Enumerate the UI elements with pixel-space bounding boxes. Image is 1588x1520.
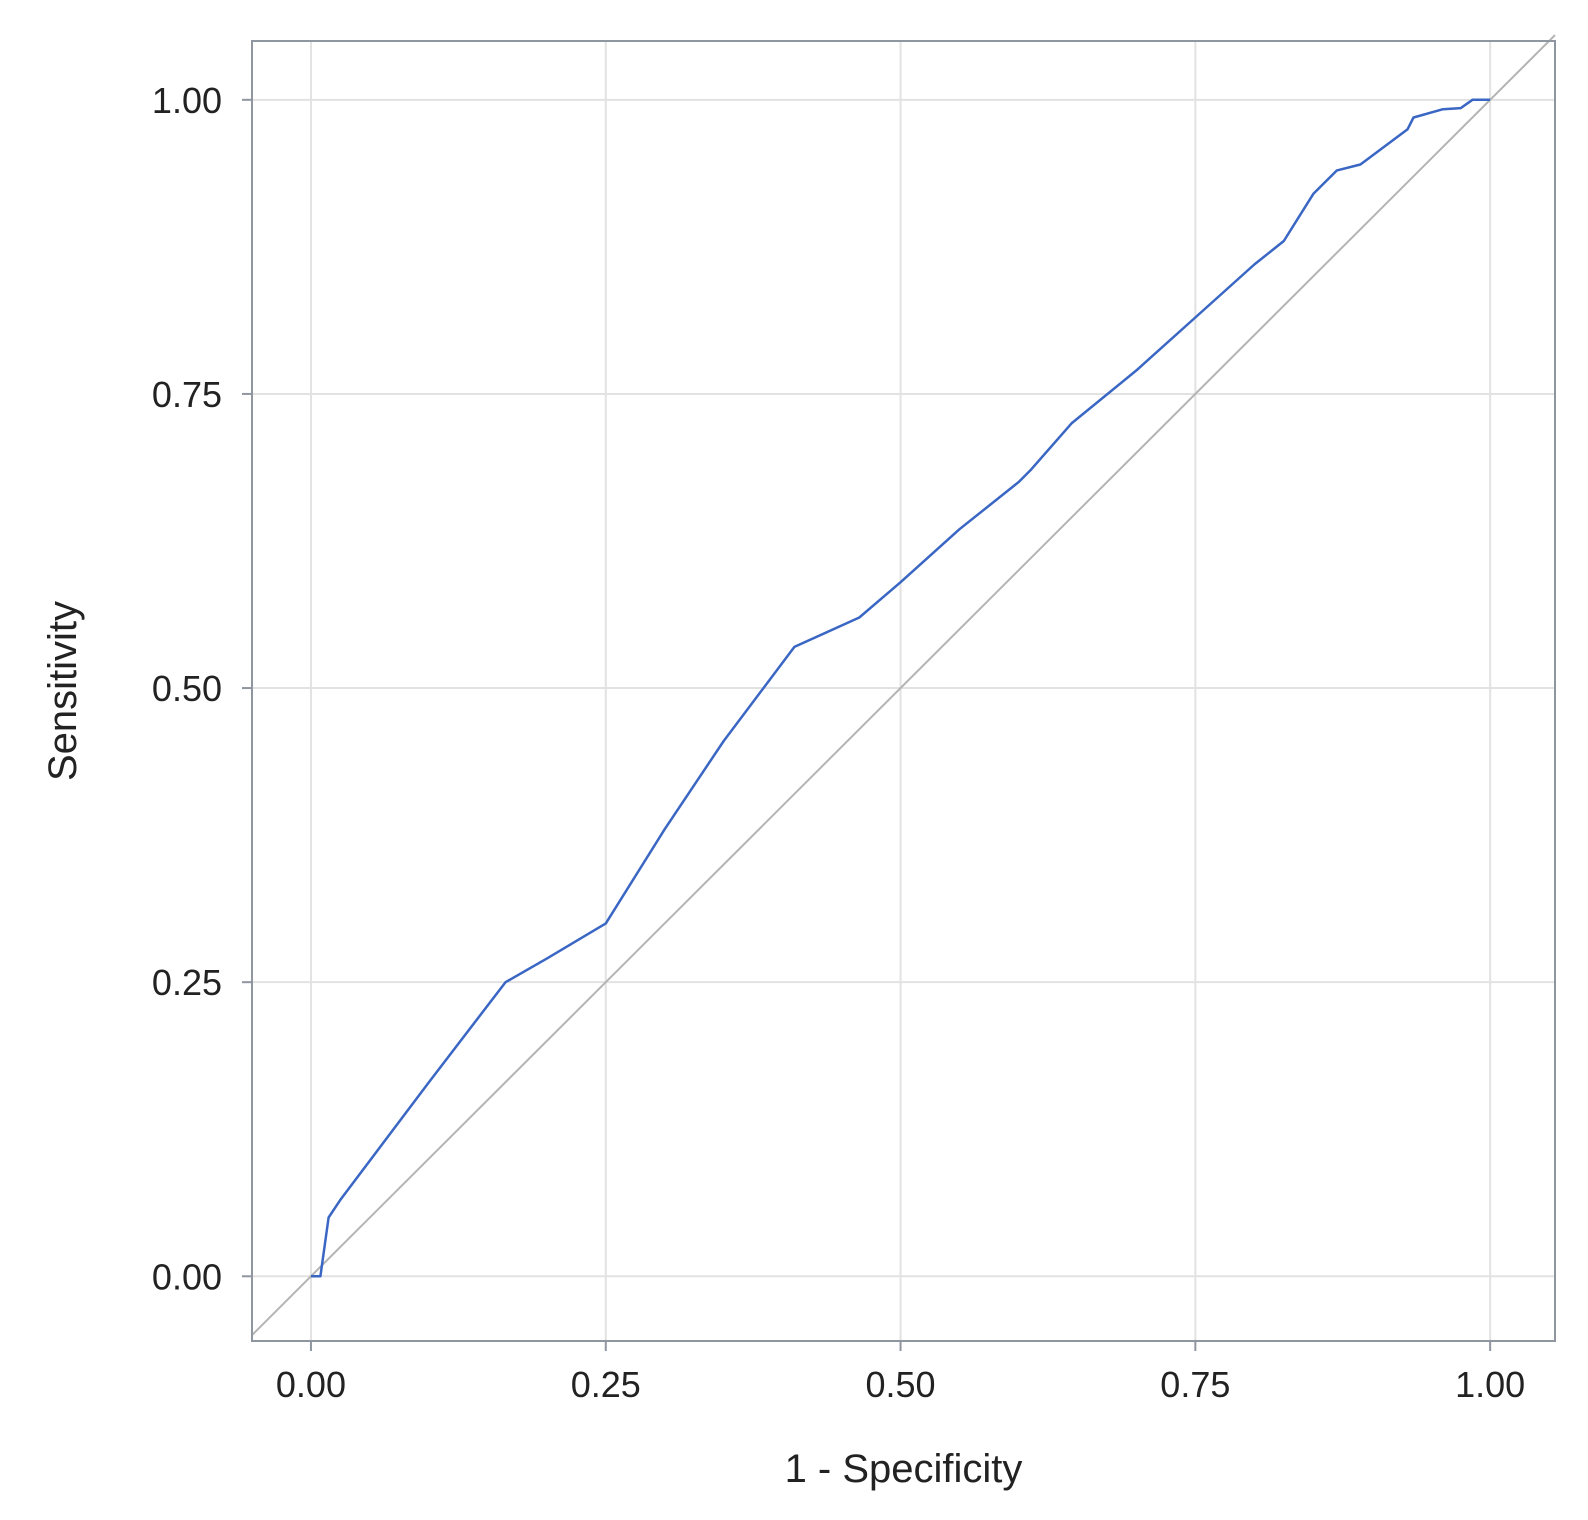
gridlines: [252, 41, 1555, 1341]
x-tick-label: 0.00: [276, 1364, 346, 1405]
roc-curve-line: [311, 98, 1491, 1278]
reference-diagonal-line: [251, 34, 1556, 1336]
x-tick-label: 0.75: [1160, 1364, 1230, 1405]
x-tick-label: 0.50: [866, 1364, 936, 1405]
roc-curve-layer: [311, 98, 1491, 1278]
plot-frame: [251, 40, 1556, 1342]
y-axis-ticks: 0.00 0.25 0.50 0.75 1.00: [152, 80, 252, 1297]
x-axis-title: 1 - Specificity: [785, 1447, 1023, 1491]
y-tick-label: 0.25: [152, 962, 222, 1003]
y-tick-label: 0.75: [152, 374, 222, 415]
x-axis-ticks: 0.00 0.25 0.50 0.75 1.00: [276, 1341, 1525, 1405]
reference-diagonal-layer: [251, 34, 1556, 1336]
y-tick-label: 0.50: [152, 668, 222, 709]
x-tick-label: 1.00: [1455, 1364, 1525, 1405]
y-tick-label: 0.00: [152, 1256, 222, 1297]
x-tick-label: 0.25: [571, 1364, 641, 1405]
y-axis-title: Sensitivity: [41, 601, 85, 781]
y-tick-label: 1.00: [152, 80, 222, 121]
